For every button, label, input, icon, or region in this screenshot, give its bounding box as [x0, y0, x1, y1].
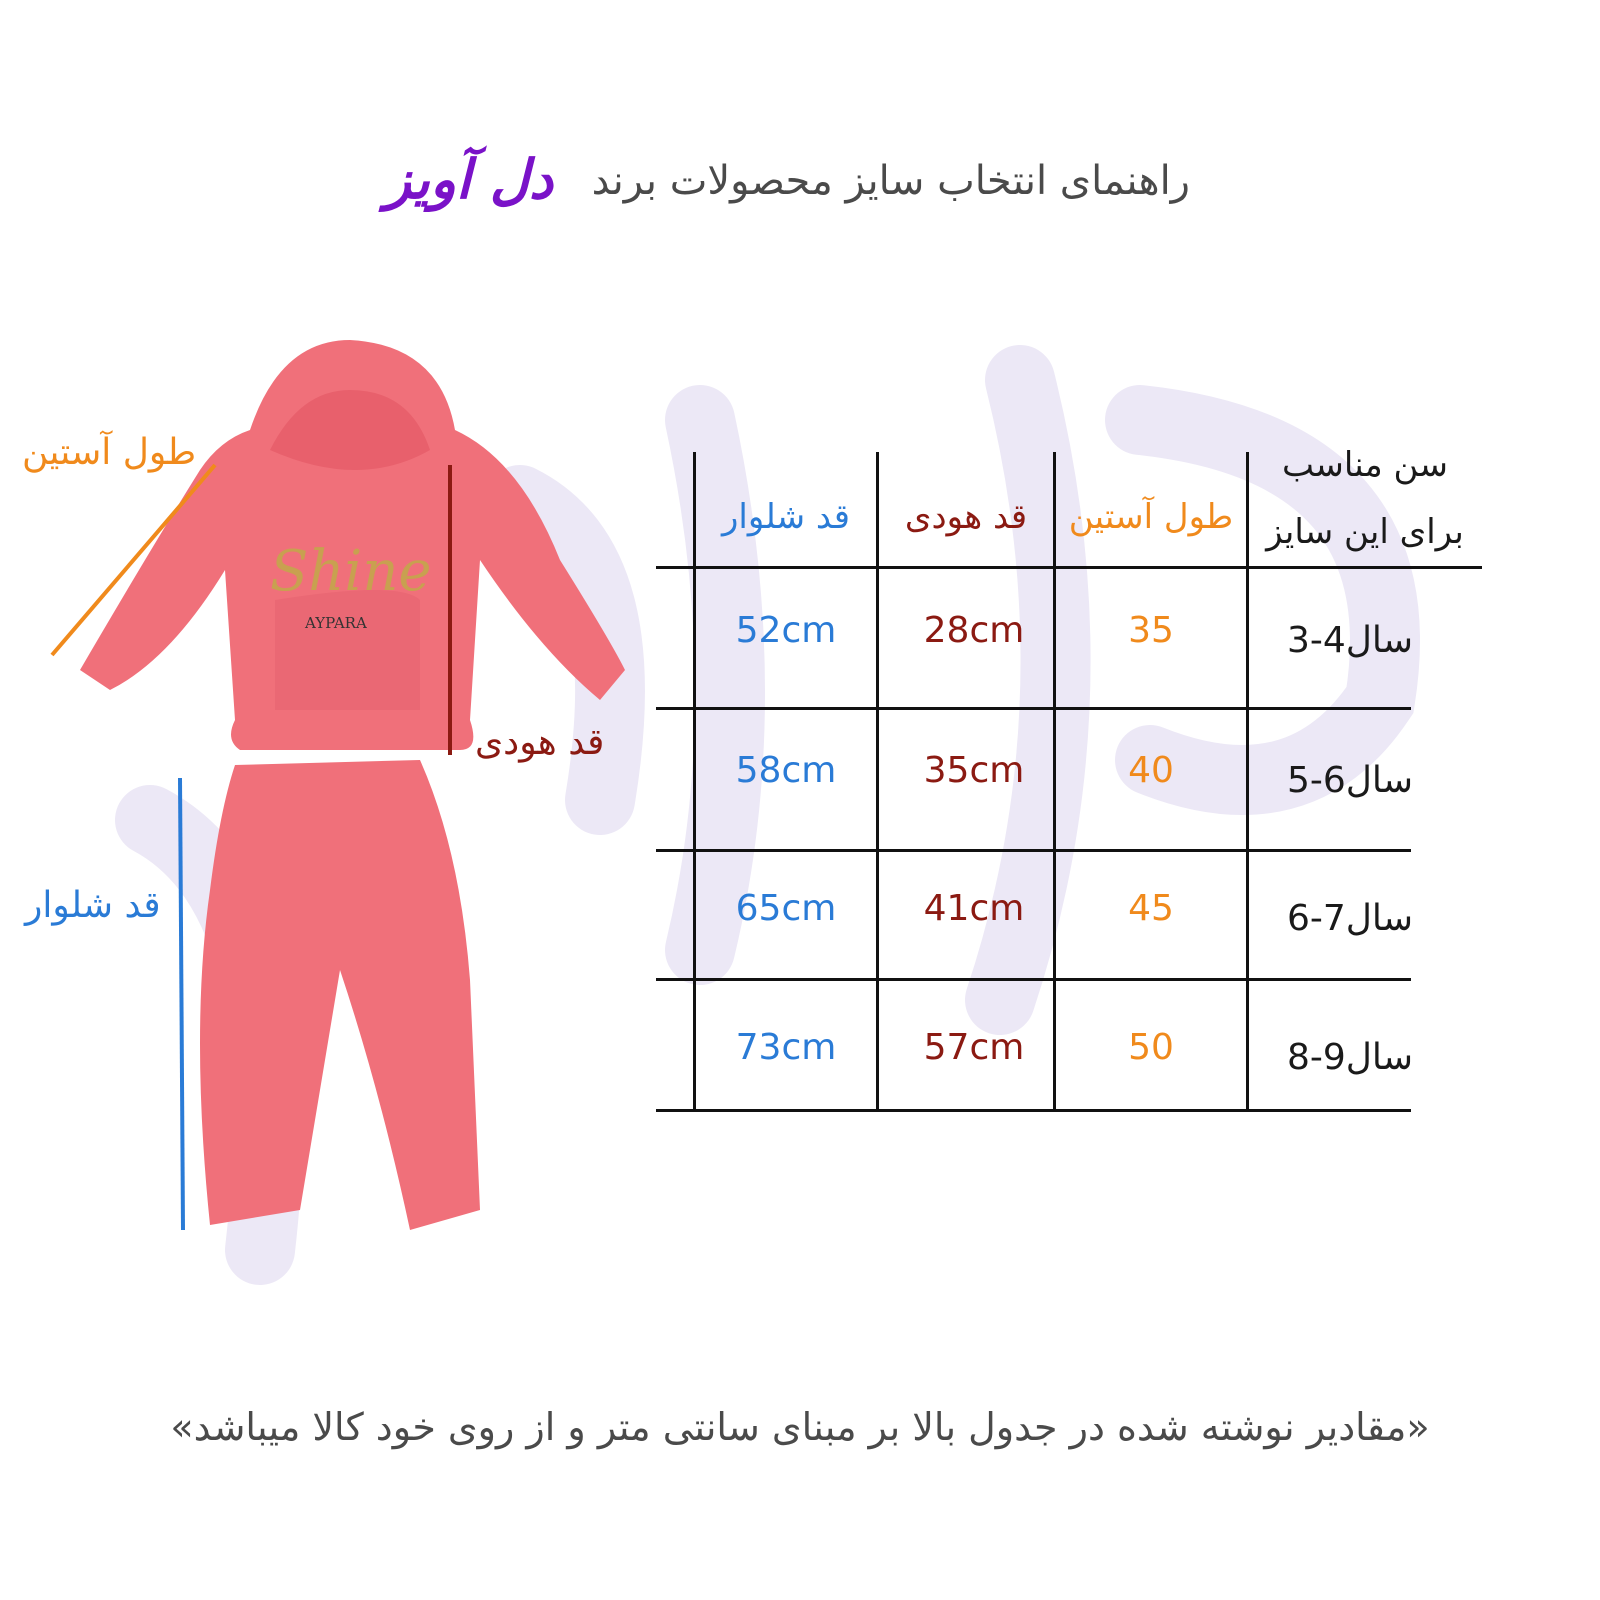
pants-cell: 58cm	[735, 750, 837, 791]
header-hoodie: قد هودی	[904, 497, 1028, 537]
footer-note: «مقادیر نوشته شده در جدول بالا بر مبنای …	[170, 1405, 1430, 1449]
page-title: راهنمای انتخاب سایز محصولات برند	[591, 158, 1190, 204]
pants-image	[200, 760, 480, 1230]
brand-logo: دل آویز	[385, 148, 553, 211]
hoodie-cell: 35cm	[923, 750, 1025, 791]
hoodie-image: Shine AYPARA	[80, 340, 625, 750]
pants-label: قد شلوار	[25, 885, 161, 926]
age-cell: 8-9سال	[1286, 1037, 1414, 1078]
sleeve-cell: 35	[1128, 610, 1174, 651]
pants-cell: 65cm	[735, 888, 837, 929]
pants-arrow	[178, 777, 185, 1231]
hoodie-cell: 57cm	[923, 1027, 1025, 1068]
header-age-line1: سن مناسب	[1282, 445, 1448, 485]
hoodie-cell: 41cm	[923, 888, 1025, 929]
age-cell: 5-6سال	[1286, 760, 1414, 801]
print-text: AYPARA	[304, 614, 367, 632]
header-age-line2: برای این سایز	[1266, 512, 1464, 552]
pants-cell: 73cm	[735, 1027, 837, 1068]
header-sleeve: طول آستین	[1068, 497, 1234, 537]
svg-text:Shine: Shine	[270, 539, 432, 604]
pants-cell: 52cm	[735, 610, 837, 651]
header-pants: قد شلوار	[721, 497, 851, 537]
hoodie-cell: 28cm	[923, 610, 1025, 651]
garment-illustration: Shine AYPARA	[50, 340, 625, 1231]
hoodie-label: قد هودی	[475, 722, 605, 763]
age-cell: 6-7سال	[1286, 898, 1414, 939]
sleeve-cell: 40	[1128, 750, 1174, 791]
sleeve-cell: 45	[1128, 888, 1174, 929]
age-cell: 3-4سال	[1286, 620, 1414, 661]
sleeve-arrow	[50, 463, 217, 657]
sleeve-label: طول آستین	[22, 432, 197, 473]
sleeve-cell: 50	[1128, 1027, 1174, 1068]
